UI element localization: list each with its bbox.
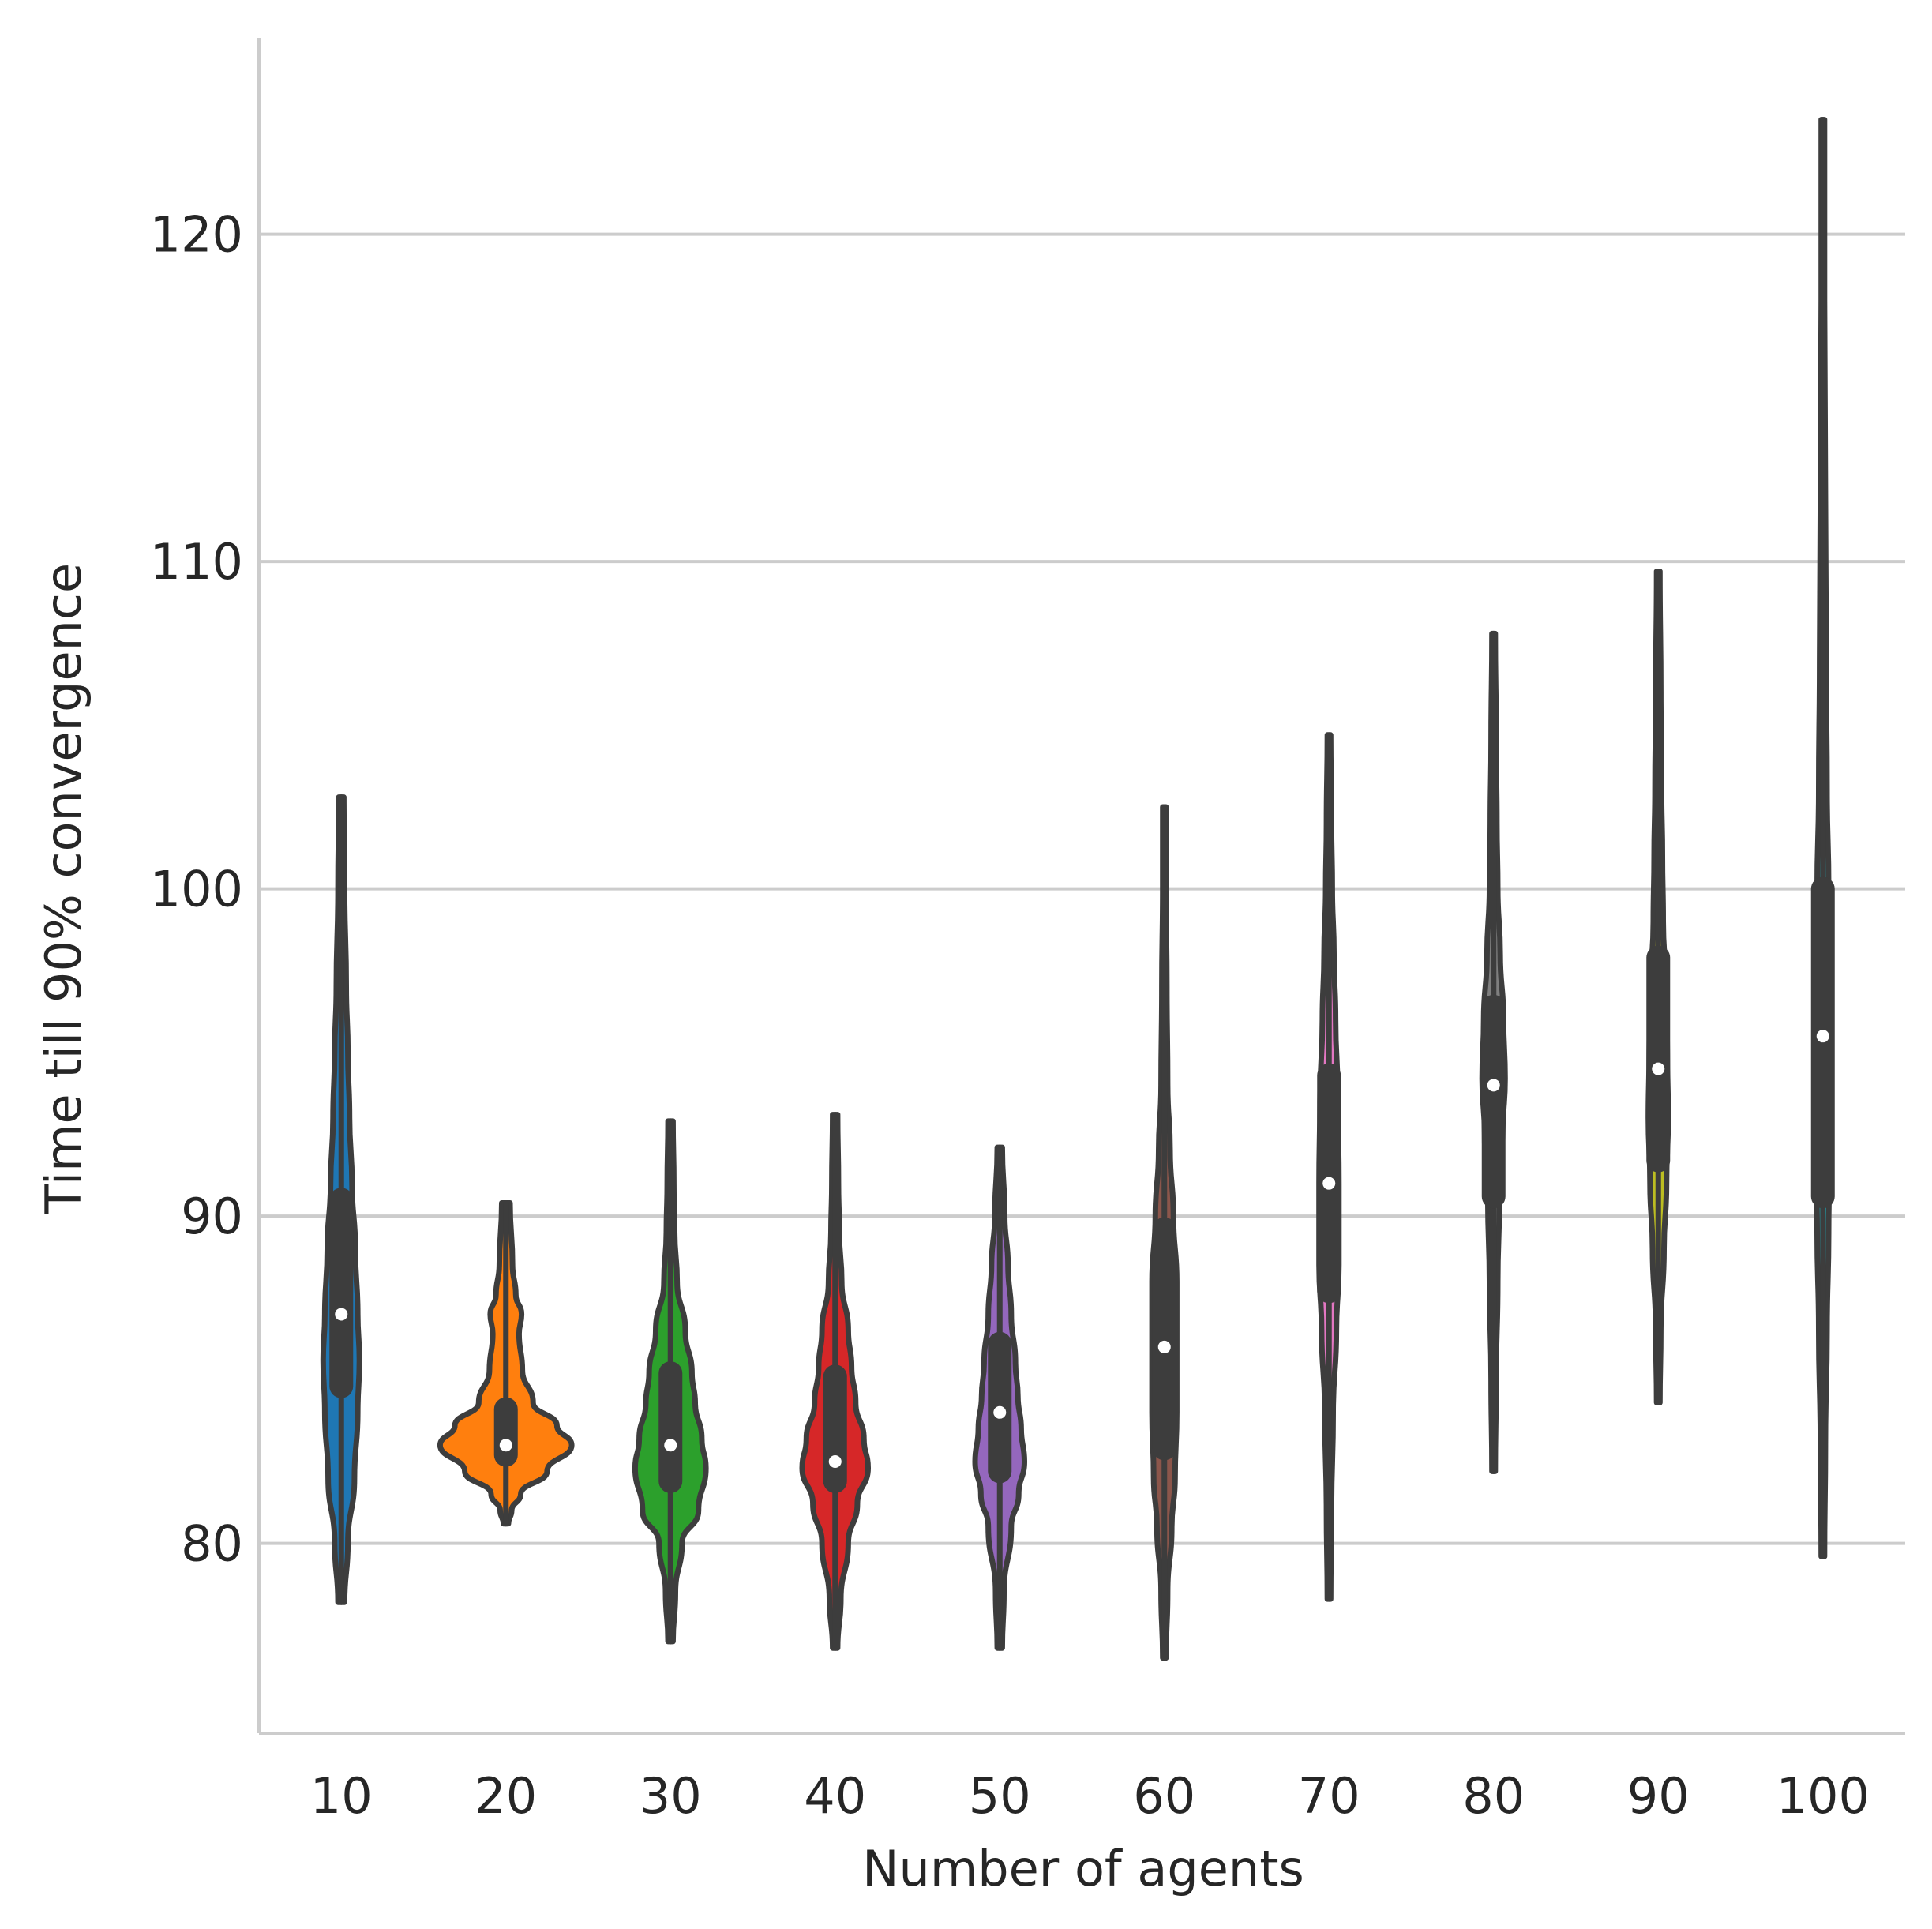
x-tick-labels: 10 20 30 40 50 60 70 80 90 100 [310, 1767, 1870, 1825]
y-tick-label: 110 [150, 533, 243, 591]
median-dot [335, 1308, 348, 1321]
median-dot [1157, 1340, 1171, 1353]
x-tick-label: 90 [1627, 1767, 1690, 1825]
y-tick-label: 120 [150, 206, 243, 264]
x-tick-label: 10 [310, 1767, 373, 1825]
violin-40 [799, 1112, 871, 1651]
violin-30 [632, 1118, 709, 1645]
y-axis-title: Time till 90% convergence [35, 563, 92, 1214]
x-axis-title: Number of agents [862, 1840, 1304, 1897]
violin-50 [972, 1144, 1027, 1651]
x-tick-label: 50 [969, 1767, 1031, 1825]
x-tick-label: 30 [640, 1767, 702, 1825]
violin-20 [437, 1199, 575, 1527]
median-dot [828, 1454, 842, 1468]
y-tick-label: 90 [181, 1188, 243, 1245]
median-dot [664, 1439, 677, 1452]
violin-10 [320, 794, 362, 1605]
violins [320, 117, 1835, 1661]
median-dot [993, 1405, 1007, 1419]
x-tick-label: 70 [1298, 1767, 1360, 1825]
y-tick-label: 100 [150, 861, 243, 918]
median-dot [499, 1439, 512, 1452]
x-tick-label: 80 [1462, 1767, 1525, 1825]
median-dot [1487, 1079, 1500, 1092]
x-tick-label: 40 [804, 1767, 866, 1825]
violin-80 [1479, 630, 1508, 1474]
median-dot [1816, 1030, 1829, 1043]
x-tick-label: 20 [475, 1767, 537, 1825]
x-tick-label: 60 [1133, 1767, 1195, 1825]
violin-90 [1645, 569, 1671, 1405]
violin-100 [1810, 117, 1835, 1559]
violin-60 [1149, 804, 1180, 1661]
median-dot [1322, 1177, 1336, 1190]
y-grid [259, 232, 1905, 1545]
x-tick-label: 100 [1776, 1767, 1870, 1825]
y-tick-label: 80 [181, 1515, 243, 1573]
median-dot [1652, 1062, 1665, 1075]
y-tick-labels: 80 90 100 110 120 [150, 206, 243, 1573]
violin-70 [1316, 732, 1342, 1602]
